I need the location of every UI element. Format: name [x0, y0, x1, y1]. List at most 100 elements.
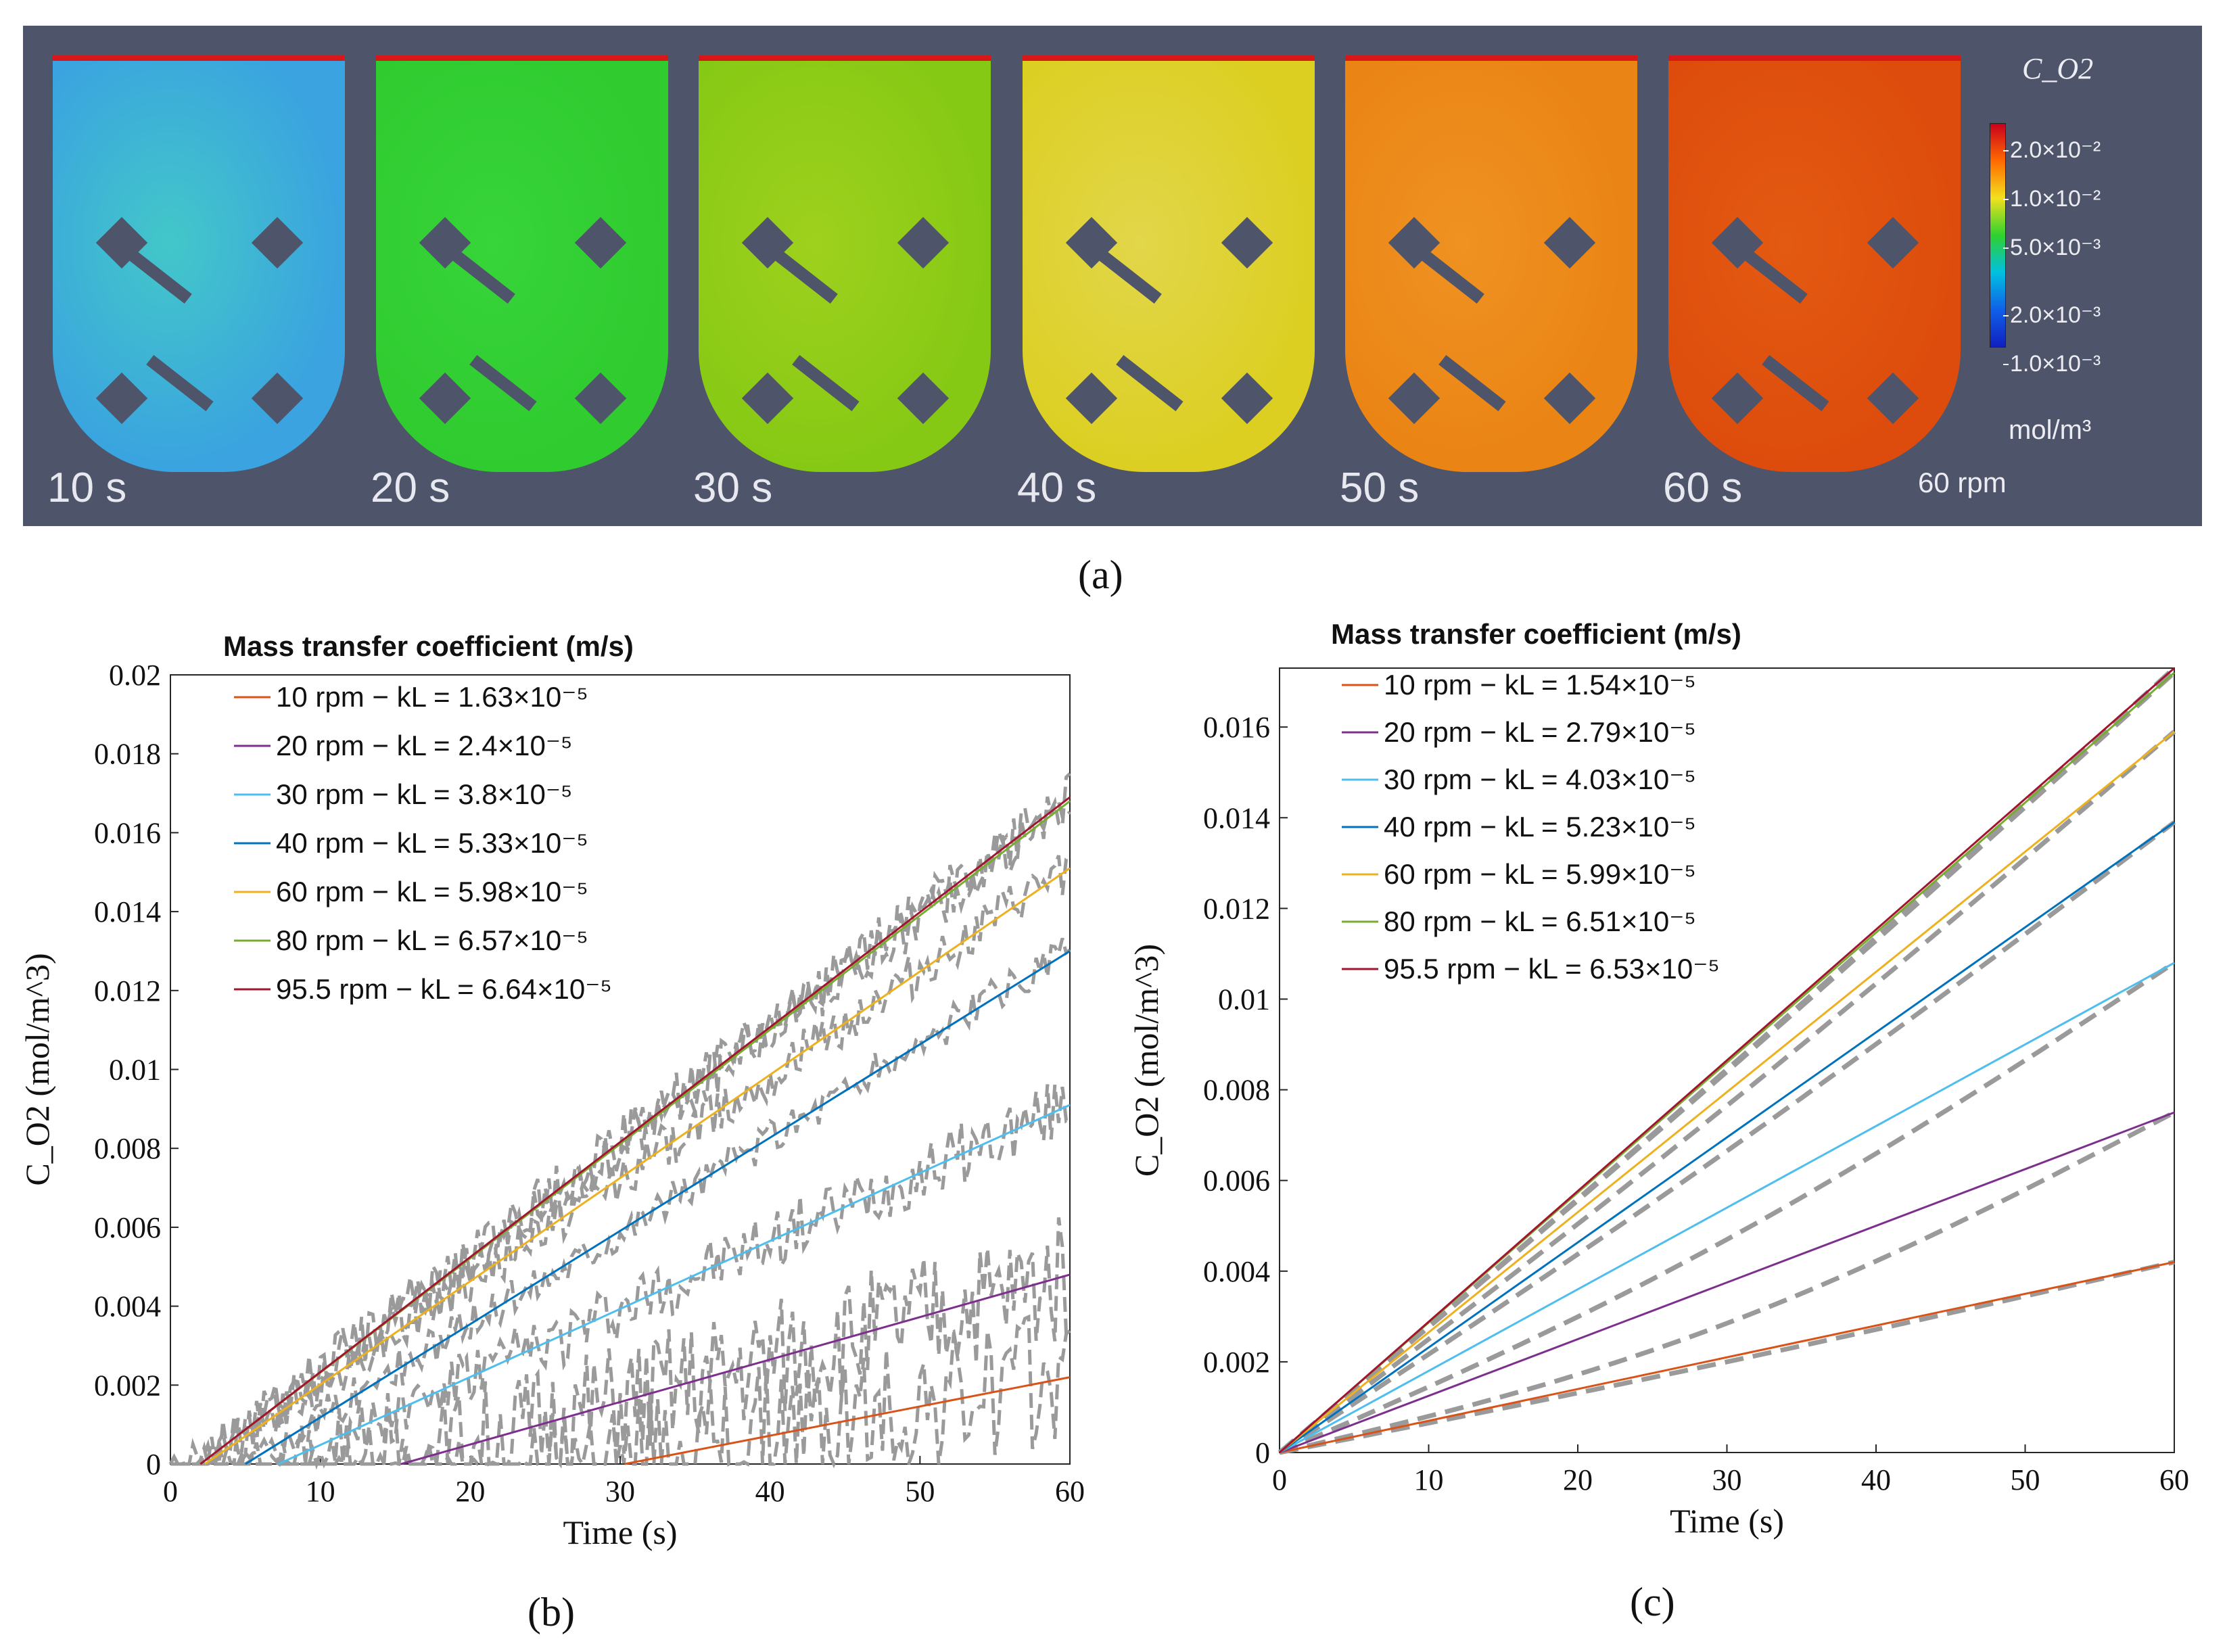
legend-entry: 95.5 rpm − kL = 6.64×10⁻⁵	[276, 973, 612, 1005]
legend-title: Mass transfer coefficient (m/s)	[223, 630, 634, 662]
x-tick-label: 20	[1563, 1463, 1593, 1496]
caption-a: (a)	[1078, 552, 1123, 597]
legend-entry: 40 rpm − kL = 5.23×10⁻⁵	[1384, 811, 1696, 843]
y-tick-label: 0.002	[94, 1369, 161, 1402]
x-tick-label: 0	[163, 1475, 178, 1508]
colorbar-tick: 1.0×10⁻²	[2002, 186, 2101, 212]
legend-entry: 80 rpm − kL = 6.57×10⁻⁵	[276, 924, 588, 956]
simulated-curve	[1279, 1110, 2176, 1455]
y-tick-label: 0	[146, 1448, 161, 1481]
fit-line	[400, 1273, 1071, 1465]
y-tick-label: 0.01	[1218, 983, 1270, 1016]
tank-snapshot	[1668, 55, 1961, 472]
legend-title: Mass transfer coefficient (m/s)	[1331, 618, 1741, 650]
x-tick-label: 60	[2159, 1463, 2189, 1496]
x-tick-label: 10	[306, 1475, 335, 1508]
legend-entry: 60 rpm − kL = 5.99×10⁻⁵	[1384, 858, 1696, 890]
tank-snapshot	[376, 55, 668, 472]
simulated-curve	[170, 1314, 1071, 1469]
tank-surface	[1023, 55, 1315, 61]
snapshot-time-label: 60 s	[1663, 465, 1743, 511]
simulated-curve	[170, 854, 1071, 1466]
colorbar-tick: 2.0×10⁻³	[2002, 302, 2101, 328]
x-tick-label: 10	[1414, 1463, 1444, 1496]
snapshot-time-label: 20 s	[371, 465, 450, 511]
y-tick-label: 0.006	[1203, 1164, 1270, 1198]
tank-snapshot	[53, 55, 345, 472]
x-axis-label: Time (s)	[563, 1513, 677, 1551]
fit-line	[1279, 962, 2175, 1454]
x-tick-label: 40	[755, 1475, 785, 1508]
colorbar-tick: 2.0×10⁻²	[2002, 137, 2101, 163]
y-tick-label: 0.008	[94, 1132, 161, 1165]
snapshot-time-label: 50 s	[1340, 465, 1420, 511]
tank-surface	[376, 55, 668, 61]
fit-line	[1279, 1260, 2175, 1454]
y-tick-label: 0.004	[1203, 1255, 1270, 1288]
legend-entry: 10 rpm − kL = 1.54×10⁻⁵	[1384, 669, 1696, 701]
simulated-curve	[1278, 960, 2176, 1455]
fit-line	[1279, 821, 2175, 1454]
tank-snapshot	[1345, 55, 1637, 472]
tank-snapshot	[699, 55, 991, 472]
snapshot-time-label: 40 s	[1017, 465, 1097, 511]
legend-entry: 30 rpm − kL = 4.03×10⁻⁵	[1384, 763, 1696, 795]
colorbar	[1990, 123, 2006, 348]
y-tick-label: 0.01	[109, 1054, 161, 1087]
tank-surface	[1668, 55, 1961, 61]
legend-entry: 20 rpm − kL = 2.4×10⁻⁵	[276, 730, 572, 761]
colorbar-unit: mol/m³	[2009, 415, 2092, 445]
y-tick-label: 0	[1255, 1436, 1270, 1469]
colorbar-title: C_O2	[2022, 52, 2094, 85]
legend-entry: 95.5 rpm − kL = 6.53×10⁻⁵	[1384, 953, 1720, 985]
y-tick-label: 0.016	[1203, 711, 1270, 744]
y-tick-label: 0.016	[94, 816, 161, 849]
y-tick-label: 0.012	[94, 974, 161, 1008]
tank-snapshot	[1023, 55, 1315, 472]
x-tick-label: 40	[1861, 1463, 1891, 1496]
legend-entry: 10 rpm − kL = 1.63×10⁻⁵	[276, 681, 588, 713]
y-axis-label: C_O2 (mol/m^3)	[1127, 944, 1165, 1177]
simulated-curve	[1278, 730, 2176, 1455]
y-axis-label: C_O2 (mol/m^3)	[18, 953, 56, 1185]
snapshot-panel: 10 s 20 s 30 s 40 s 50 s 60 s	[23, 26, 2202, 526]
fit-line	[204, 867, 1071, 1465]
colorbar-tick: 1.0×10⁻³	[2002, 351, 2101, 377]
simulated-curve	[168, 796, 1071, 1467]
x-tick-label: 60	[1055, 1475, 1085, 1508]
x-tick-label: 50	[2011, 1463, 2040, 1496]
tank-surface	[699, 55, 991, 61]
fit-line	[277, 1104, 1071, 1465]
x-tick-label: 30	[605, 1475, 635, 1508]
legend-entry: 30 rpm − kL = 3.8×10⁻⁵	[276, 778, 572, 810]
simulated-curve	[1278, 820, 2176, 1455]
speed-label: 60 rpm	[1918, 467, 2007, 498]
fit-line	[1279, 667, 2175, 1454]
caption-c: (c)	[1630, 1580, 1675, 1624]
legend-entry: 20 rpm − kL = 2.79×10⁻⁵	[1384, 716, 1696, 748]
colorbar-tick: 5.0×10⁻³	[2002, 235, 2101, 260]
y-tick-label: 0.008	[1203, 1074, 1270, 1107]
fit-line	[200, 796, 1071, 1465]
simulated-curve	[170, 937, 1071, 1466]
y-tick-label: 0.014	[1203, 801, 1270, 834]
y-tick-label: 0.002	[1203, 1346, 1270, 1379]
snapshot-time-label: 30 s	[693, 465, 773, 511]
y-tick-label: 0.018	[94, 738, 161, 771]
simulated-curve	[170, 1217, 1071, 1469]
fit-line	[1279, 730, 2175, 1454]
legend-entry: 80 rpm − kL = 6.51×10⁻⁵	[1384, 905, 1696, 937]
y-tick-label: 0.012	[1203, 892, 1270, 925]
y-tick-label: 0.006	[94, 1211, 161, 1244]
x-tick-label: 20	[455, 1475, 485, 1508]
y-tick-label: 0.004	[94, 1290, 161, 1323]
simulated-curve	[1279, 1259, 2175, 1455]
legend-entry: 40 rpm − kL = 5.33×10⁻⁵	[276, 827, 588, 859]
legend-entry: 60 rpm − kL = 5.98×10⁻⁵	[276, 876, 588, 907]
fit-line	[1279, 1111, 2175, 1454]
snapshot-time-label: 10 s	[47, 465, 127, 511]
y-tick-label: 0.014	[94, 895, 161, 928]
y-tick-label: 0.02	[109, 659, 161, 692]
tank-surface	[53, 55, 345, 61]
